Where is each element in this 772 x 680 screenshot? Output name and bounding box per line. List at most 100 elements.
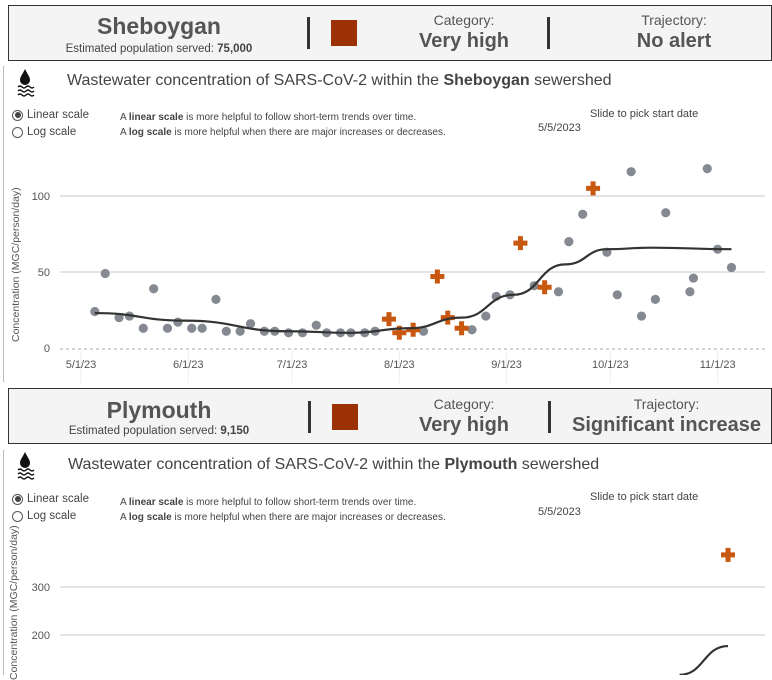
population-label: Estimated population served: bbox=[68, 425, 218, 437]
category-color-swatch bbox=[332, 404, 358, 430]
sample-point bbox=[688, 273, 699, 283]
flagged-point-cross bbox=[454, 321, 469, 336]
title-city: Plymouth bbox=[444, 456, 518, 473]
start-date-slider-value[interactable]: 5/5/2023 bbox=[538, 122, 581, 134]
t: linear scale bbox=[128, 497, 184, 508]
divider bbox=[307, 17, 310, 49]
divider bbox=[547, 17, 550, 49]
log-scale-radio[interactable]: Log scale bbox=[12, 126, 76, 138]
title-suffix: sewershed bbox=[517, 456, 600, 473]
sample-point bbox=[481, 311, 491, 321]
panel-border bbox=[3, 66, 4, 382]
x-tick-label: 7/1/23 bbox=[277, 359, 308, 371]
sample-point bbox=[636, 311, 647, 321]
sample-point bbox=[564, 237, 574, 247]
sample-point bbox=[467, 325, 477, 335]
sample-point bbox=[197, 323, 207, 333]
x-tick-label: 6/1/23 bbox=[173, 359, 204, 371]
radio-label: Linear scale bbox=[27, 493, 90, 505]
log-scale-radio[interactable]: Log scale bbox=[12, 510, 76, 522]
flagged-point-cross bbox=[381, 312, 396, 327]
t: log scale bbox=[128, 512, 172, 523]
sample-point bbox=[650, 294, 660, 304]
y-tick-label: 200 bbox=[32, 630, 50, 642]
sample-point bbox=[187, 323, 197, 333]
flagged-point-cross bbox=[513, 236, 528, 251]
flagged-point-cross bbox=[406, 322, 421, 337]
population-label: Estimated population served: bbox=[65, 43, 214, 55]
t: A bbox=[120, 112, 129, 123]
y-tick-label: 300 bbox=[32, 582, 50, 594]
t: A bbox=[120, 127, 129, 138]
sample-point bbox=[661, 208, 671, 218]
divider bbox=[548, 401, 551, 433]
linear-scale-radio[interactable]: Linear scale bbox=[12, 493, 89, 505]
radio-label: Linear scale bbox=[27, 109, 90, 121]
title-prefix: Wastewater concentration of SARS-CoV-2 w… bbox=[68, 456, 445, 473]
flagged-point-cross bbox=[721, 547, 736, 562]
sample-point bbox=[297, 328, 308, 338]
flagged-point-cross bbox=[430, 269, 445, 284]
y-tick-label: 0 bbox=[44, 343, 50, 355]
category-label: Category: bbox=[433, 12, 495, 28]
sample-point bbox=[245, 319, 256, 329]
x-tick-label: 8/1/23 bbox=[384, 359, 415, 371]
panel-border bbox=[3, 450, 4, 675]
radio-label: Log scale bbox=[27, 126, 77, 138]
radio-empty-icon[interactable] bbox=[12, 126, 23, 138]
chart-title: Wastewater concentration of SARS-CoV-2 w… bbox=[68, 456, 599, 474]
radio-label: Log scale bbox=[27, 510, 77, 522]
log-scale-note: A log scale is more helpful when there a… bbox=[120, 127, 446, 138]
population-value: 75,000 bbox=[217, 43, 253, 55]
t: is more helpful when there are major inc… bbox=[171, 512, 446, 523]
sample-point bbox=[149, 284, 159, 294]
x-tick-label: 11/1/23 bbox=[700, 359, 736, 371]
x-tick-label: 9/1/23 bbox=[491, 359, 522, 371]
trend-line bbox=[679, 644, 729, 675]
sample-point bbox=[90, 306, 100, 317]
trajectory-label: Trajectory: bbox=[641, 12, 707, 28]
city-name: Plymouth bbox=[106, 397, 212, 423]
t: is more helpful to follow short-term tre… bbox=[183, 112, 417, 123]
wastewater-drop-icon bbox=[17, 69, 35, 97]
slider-label: Slide to pick start date bbox=[590, 491, 699, 503]
sample-point bbox=[702, 164, 712, 174]
sample-point bbox=[221, 326, 231, 336]
radio-selected-icon[interactable] bbox=[12, 109, 23, 121]
x-tick-label: 5/1/23 bbox=[66, 359, 97, 371]
population-value: 9,150 bbox=[220, 425, 250, 437]
plymouth-summary-header: Plymouth Estimated population served: 9,… bbox=[8, 388, 772, 444]
sample-point bbox=[211, 294, 221, 304]
sample-point bbox=[626, 167, 636, 177]
start-date-slider-value[interactable]: 5/5/2023 bbox=[538, 506, 581, 518]
sample-point bbox=[173, 317, 183, 327]
sample-point bbox=[726, 262, 737, 273]
radio-empty-icon[interactable] bbox=[12, 510, 23, 522]
title-city: Sheboygan bbox=[443, 72, 530, 89]
sample-point bbox=[311, 320, 321, 330]
flagged-point-cross bbox=[586, 181, 601, 196]
sample-point bbox=[162, 323, 173, 333]
t: A bbox=[120, 497, 129, 508]
y-tick-label: 100 bbox=[32, 191, 50, 203]
t: is more helpful to follow short-term tre… bbox=[183, 497, 417, 508]
linear-scale-radio[interactable]: Linear scale bbox=[12, 109, 89, 121]
flagged-point-cross bbox=[392, 325, 407, 340]
trend-line bbox=[94, 246, 732, 334]
divider bbox=[308, 401, 311, 433]
city-name: Sheboygan bbox=[97, 13, 221, 39]
y-tick-label: 50 bbox=[38, 267, 50, 279]
sample-point bbox=[553, 287, 564, 297]
sample-point bbox=[100, 268, 110, 279]
x-tick-label: 10/1/23 bbox=[592, 359, 629, 371]
category-label: Category: bbox=[433, 396, 495, 412]
t: A bbox=[120, 512, 129, 523]
population-served: Estimated population served: 75,000 bbox=[39, 43, 279, 55]
chart-title: Wastewater concentration of SARS-CoV-2 w… bbox=[67, 72, 612, 90]
slider-label: Slide to pick start date bbox=[590, 108, 699, 120]
sample-point bbox=[284, 328, 294, 338]
sample-point bbox=[578, 209, 588, 219]
radio-selected-icon[interactable] bbox=[12, 493, 23, 505]
t: is more helpful when there are major inc… bbox=[171, 127, 446, 138]
trajectory-value: No alert bbox=[636, 30, 712, 52]
